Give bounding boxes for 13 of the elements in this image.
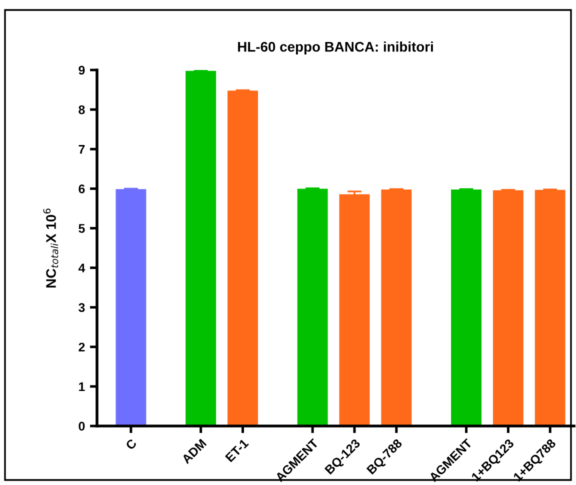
x-tick-label: C: [125, 438, 138, 450]
y-tick-label: 1: [79, 382, 85, 391]
chart-title: HL-60 ceppo BANCA: inibitori: [238, 42, 433, 54]
y-tick-label: 0: [78, 422, 85, 431]
y-tick-label: 8: [78, 105, 85, 114]
y-tick-label: 6: [78, 184, 85, 194]
y-tick-label: 4: [78, 264, 86, 272]
y-tick-label: 5: [78, 224, 85, 233]
y-tick-label: 9: [78, 66, 85, 75]
y-tick-label: 3: [78, 303, 85, 312]
y-tick-label: 2: [78, 342, 85, 352]
y-axis-title: NC$_{totali}$X 10$^{6}$: [43, 208, 58, 288]
y-tick-label: 7: [78, 145, 85, 154]
